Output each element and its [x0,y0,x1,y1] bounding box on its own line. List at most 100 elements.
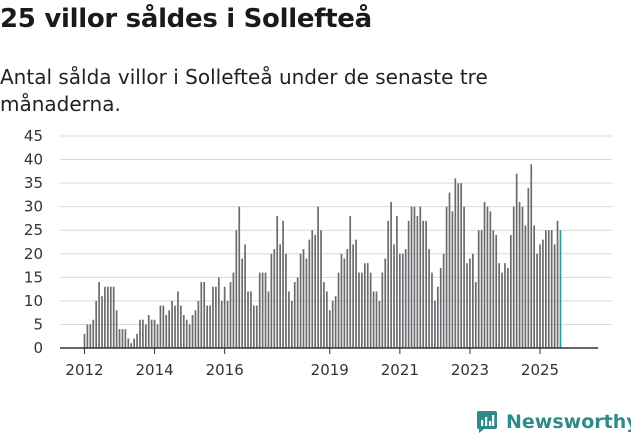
bar [220,300,223,348]
bar [92,319,95,348]
bar [182,315,185,348]
bar [314,234,317,348]
bar [436,286,439,348]
x-tick-label: 2016 [206,361,244,379]
chart-subtitle: Antal sålda villor i Sollefteå under de … [0,65,488,116]
y-tick-label: 5 [33,315,43,333]
bar [159,305,162,348]
bar [290,300,293,348]
bar [343,258,346,348]
bar [267,291,270,348]
bar [109,286,112,348]
bar [387,220,390,348]
bar [139,319,141,348]
bar [407,220,410,348]
x-tick-label: 2019 [311,361,349,379]
bar [200,282,203,348]
y-tick-label: 15 [24,268,43,286]
bar [489,211,492,348]
bar [480,230,483,348]
bar [530,164,533,348]
bar [477,230,480,348]
bar [136,333,138,348]
bar [104,286,106,348]
bar [215,286,217,348]
bar [375,291,378,348]
bar [150,319,153,348]
bar [121,329,124,348]
bar [253,305,255,348]
x-tick-label: 2014 [135,361,173,379]
bar [422,220,425,348]
bar [536,253,538,348]
bar [416,216,419,348]
bar [83,333,86,348]
bar [460,183,463,348]
bar [293,282,296,348]
bar [244,244,246,348]
bar [250,291,252,348]
bar [428,249,430,348]
bar [191,315,194,348]
bar [431,272,433,348]
newsworthy-icon [477,411,497,433]
bar [466,263,468,348]
bar [334,296,337,348]
bar [165,315,168,348]
bar [162,305,165,348]
bar [206,305,208,348]
bar [483,201,486,348]
bar [255,305,258,348]
bar [547,230,550,348]
x-tick-label: 2012 [65,361,103,379]
bar [282,220,284,348]
bar [112,286,115,348]
bar [115,310,118,348]
bar [434,300,436,348]
bar [346,249,349,348]
bar [127,338,130,348]
bar [238,206,241,348]
bar [144,324,147,348]
bar [518,201,521,348]
bar [285,253,287,348]
bar [101,296,103,348]
bar [545,230,547,348]
bar [352,244,354,348]
y-tick-label: 25 [24,221,43,239]
bar [401,253,404,348]
bar [399,253,401,348]
bar [296,277,299,348]
data-label: 25 [560,0,579,4]
bar [337,272,340,348]
bar [486,206,489,348]
bar [223,286,226,348]
bar [445,206,448,348]
newsworthy-logo: Newsworthy [476,408,631,436]
bar [174,305,176,348]
bar [180,305,182,348]
bar [118,329,121,348]
bar [107,286,109,348]
bar [235,230,238,348]
bar [509,234,512,348]
bar [361,272,363,348]
bar [261,272,264,348]
bar [539,244,541,348]
bar [550,230,553,348]
bar [168,310,171,348]
bar [498,263,500,348]
bar [203,282,206,348]
bar [501,272,503,348]
bar [86,324,89,348]
bar [457,183,460,348]
y-tick-label: 30 [24,198,43,216]
bar [270,253,273,348]
bar [439,267,442,348]
bar [217,277,220,348]
bar [527,187,530,348]
bar [308,239,311,348]
bar [524,225,527,348]
bar [349,216,352,348]
bar [320,230,322,348]
